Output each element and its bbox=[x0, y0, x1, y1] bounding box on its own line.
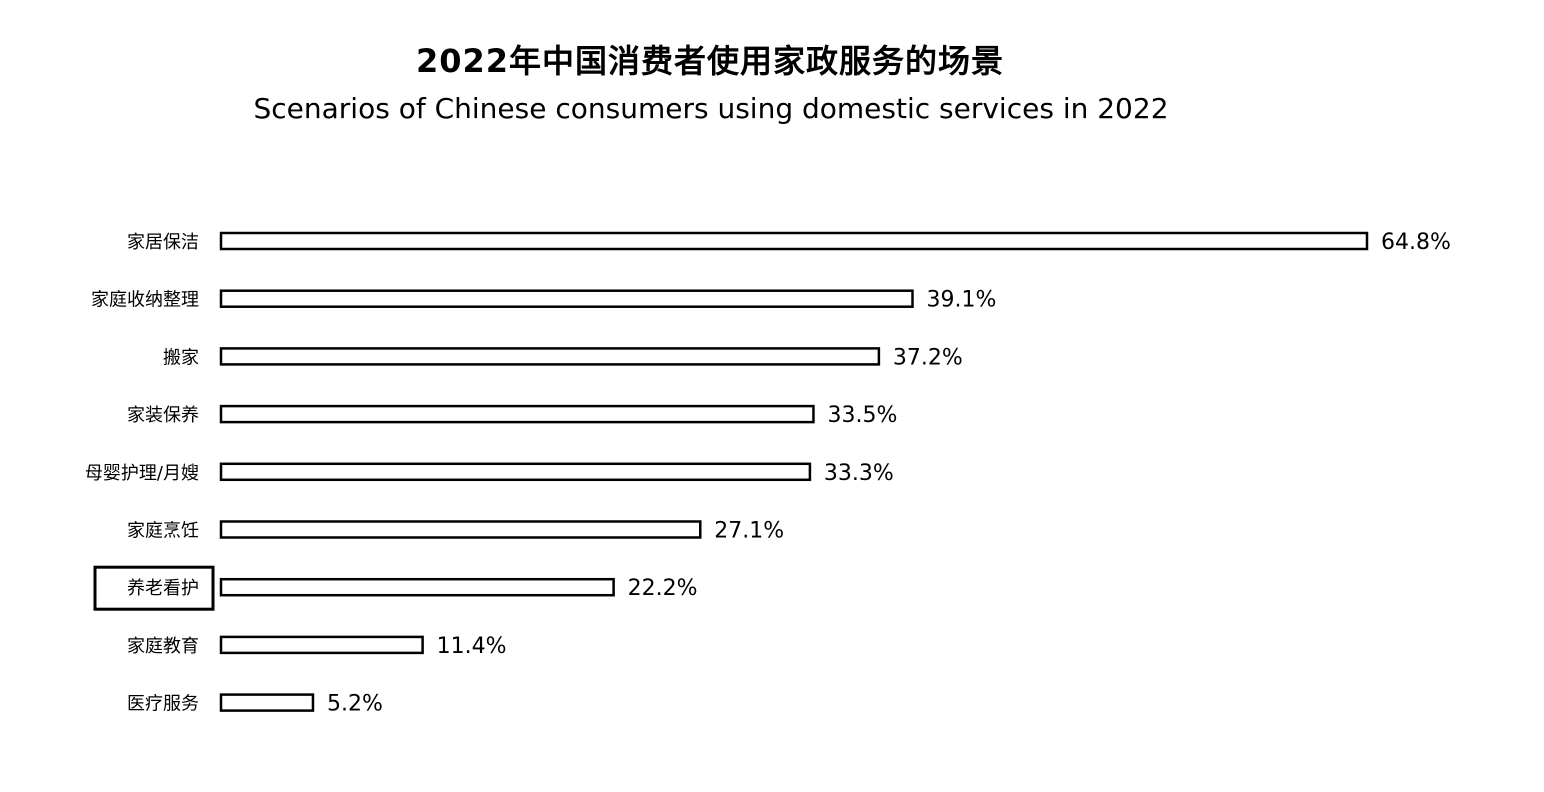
bar-0 bbox=[219, 231, 1369, 251]
category-label: 搬家 bbox=[163, 347, 199, 368]
bar-5 bbox=[219, 520, 702, 539]
bar-4 bbox=[219, 462, 812, 482]
value-label: 22.2% bbox=[628, 576, 698, 601]
highlight-box bbox=[93, 565, 215, 611]
bar-2 bbox=[219, 347, 881, 366]
bar-7 bbox=[219, 635, 424, 655]
bar-3 bbox=[219, 404, 815, 424]
category-label: 家装保养 bbox=[127, 405, 199, 426]
value-label: 33.3% bbox=[824, 461, 894, 486]
value-label: 11.4% bbox=[437, 634, 507, 659]
chart-title: 2022年中国消费者使用家政服务的场景 bbox=[415, 42, 1005, 80]
value-label: 27.1% bbox=[714, 519, 784, 544]
bar-6 bbox=[219, 577, 615, 597]
category-label: 母婴护理/月嫂 bbox=[85, 463, 199, 484]
chart-subtitle: Scenarios of Chinese consumers using dom… bbox=[253, 92, 1169, 125]
category-label: 家居保洁 bbox=[127, 232, 199, 253]
bar-8 bbox=[219, 693, 315, 712]
category-label: 医疗服务 bbox=[127, 694, 199, 715]
category-label: 养老看护 bbox=[127, 578, 199, 599]
category-label: 家庭教育 bbox=[127, 636, 199, 657]
value-label: 64.8% bbox=[1381, 230, 1451, 255]
value-label: 37.2% bbox=[893, 345, 963, 370]
bar-1 bbox=[219, 289, 914, 308]
category-label: 家庭烹饪 bbox=[127, 521, 199, 542]
value-label: 33.5% bbox=[827, 403, 897, 428]
value-label: 5.2% bbox=[327, 692, 383, 717]
category-label: 家庭收纳整理 bbox=[91, 290, 199, 311]
value-label: 39.1% bbox=[926, 288, 996, 313]
